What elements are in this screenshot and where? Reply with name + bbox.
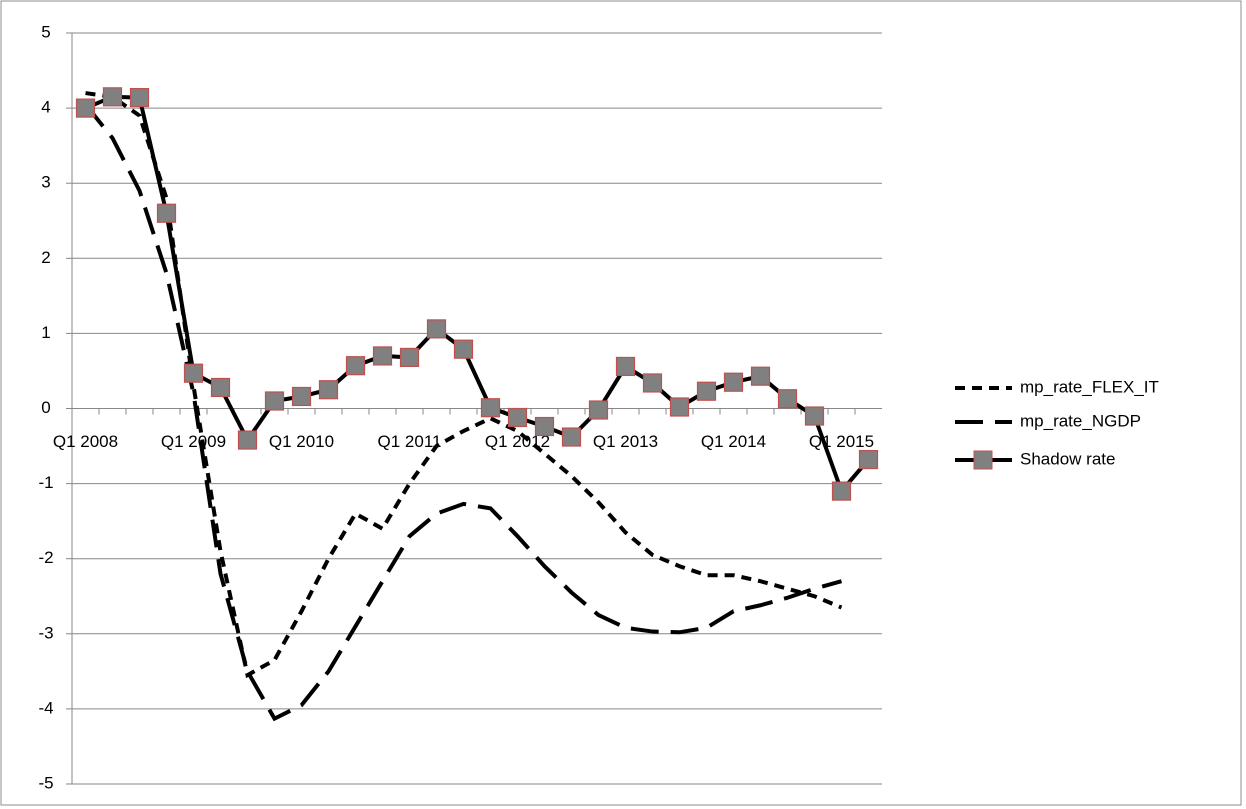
marker <box>696 381 717 401</box>
y-tick-label: -3 <box>38 623 53 642</box>
marker <box>804 406 825 426</box>
x-tick-label: Q1 2008 <box>53 432 118 451</box>
marker <box>75 98 96 118</box>
y-tick-label: 3 <box>41 173 50 192</box>
legend-marker <box>973 450 993 470</box>
marker <box>372 346 393 366</box>
marker <box>480 398 501 418</box>
marker <box>183 363 204 383</box>
x-tick-label: Q1 2010 <box>269 432 334 451</box>
y-tick-label: -2 <box>38 548 53 567</box>
marker <box>102 87 123 107</box>
y-tick-label: 0 <box>41 398 50 417</box>
marker <box>615 356 636 377</box>
y-tick-label: 4 <box>41 98 50 117</box>
y-tick-label: -1 <box>38 473 53 492</box>
series-line <box>83 103 843 722</box>
x-tick-label: Q1 2014 <box>701 432 766 451</box>
y-tick-label: -4 <box>38 698 53 717</box>
marker <box>750 366 771 386</box>
legend-label: mp_rate_FLEX_IT <box>1020 377 1159 396</box>
marker <box>588 400 609 420</box>
marker <box>129 87 150 108</box>
marker <box>642 373 663 393</box>
marker <box>777 389 798 409</box>
marker <box>156 203 177 223</box>
y-tick-label: 2 <box>41 248 50 267</box>
marker <box>453 339 474 359</box>
marker <box>561 427 582 447</box>
y-tick-label: -5 <box>38 773 53 792</box>
marker <box>534 416 555 437</box>
marker <box>210 377 231 398</box>
marker <box>723 372 744 392</box>
x-tick-label: Q1 2015 <box>809 432 874 451</box>
marker <box>345 356 366 376</box>
marker <box>318 380 339 400</box>
marker <box>858 449 879 470</box>
marker <box>237 430 258 450</box>
x-tick-label: Q1 2009 <box>161 432 226 451</box>
marker <box>669 397 690 417</box>
series-line <box>85 91 843 679</box>
marker <box>426 319 447 339</box>
marker <box>291 386 312 407</box>
marker <box>507 407 528 428</box>
marker <box>831 481 852 501</box>
marker <box>264 391 285 411</box>
x-tick-label: Q1 2013 <box>593 432 658 451</box>
marker <box>399 347 420 368</box>
y-tick-label: 1 <box>41 323 50 342</box>
y-tick-label: 5 <box>41 22 50 41</box>
legend-label: mp_rate_NGDP <box>1020 411 1141 430</box>
legend-label: Shadow rate <box>1020 449 1115 468</box>
x-tick-label: Q1 2011 <box>378 432 442 451</box>
